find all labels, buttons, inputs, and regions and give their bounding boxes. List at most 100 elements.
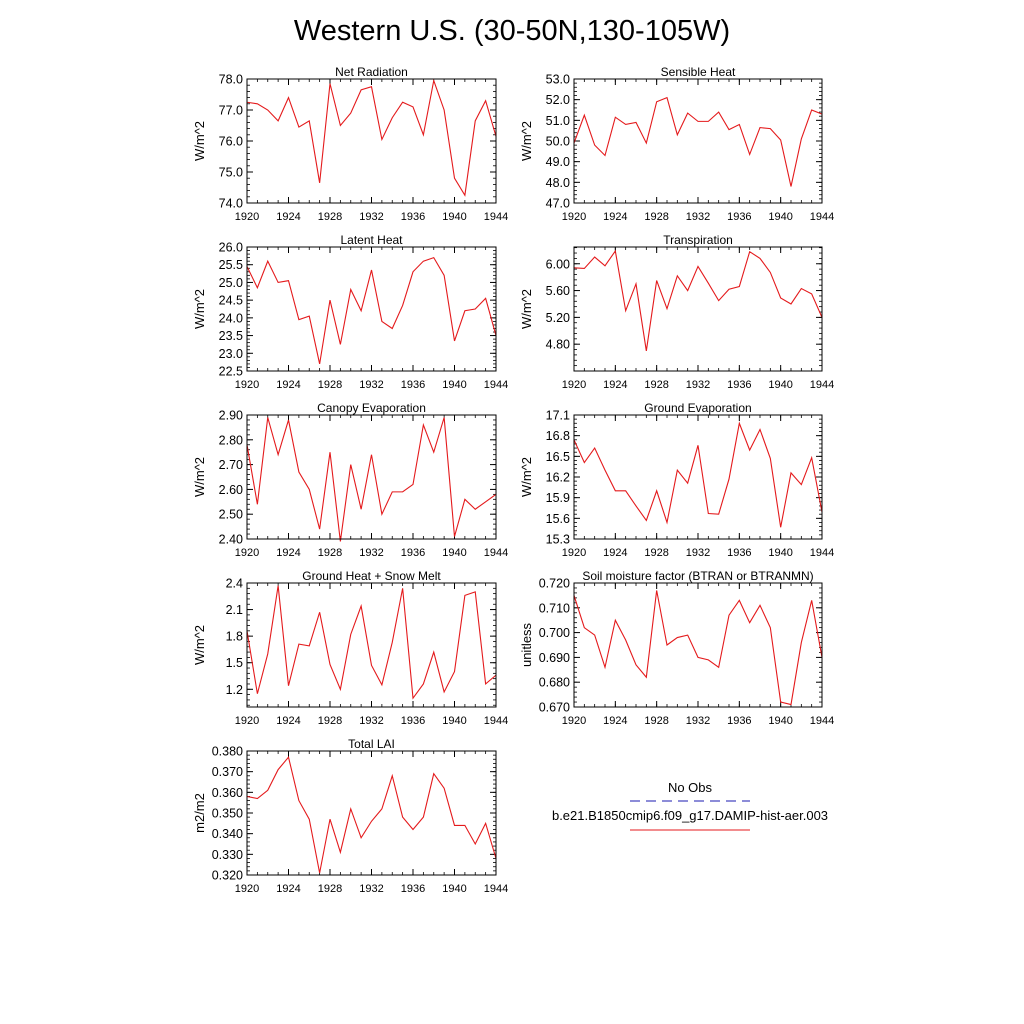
x-tick-label: 1940 (442, 547, 466, 559)
x-tick-label: 1940 (768, 379, 792, 391)
x-tick-label: 1944 (484, 211, 508, 223)
panel-title: Net Radiation (335, 65, 408, 79)
y-tick-label: 16.8 (546, 429, 570, 443)
panel-9: 1920 1924 1928 1932 1936 1940 1944 0.320 0.330 0.… (192, 737, 508, 895)
panels: 1920 1924 1928 1932 1936 1940 1944 74.0 75.0 76.0… (192, 65, 834, 895)
x-tick-label: 1944 (810, 547, 834, 559)
x-tick-label: 1928 (644, 547, 668, 559)
legend-label-obs: No Obs (668, 780, 713, 795)
x-tick-label: 1936 (727, 547, 751, 559)
y-tick-label: 76.0 (219, 135, 243, 149)
panel-3: 1920 1924 1928 1932 1936 1940 1944 22.5 23.0 23.5… (192, 233, 508, 391)
plot-frame (573, 78, 823, 204)
y-tick-label: 17.1 (546, 409, 570, 423)
series-line (246, 417, 497, 542)
series-line (246, 256, 497, 365)
series-line (246, 78, 497, 197)
y-tick-label: 23.0 (219, 347, 243, 361)
x-tick-label: 1924 (276, 547, 300, 559)
series-line (573, 421, 823, 528)
y-tick-label: 2.50 (219, 508, 243, 522)
plot-frame (246, 750, 497, 876)
panel-7: 1920 1924 1928 1932 1936 1940 1944 1.2 1.5 1.8 2.1… (192, 569, 508, 727)
x-tick-label: 1932 (359, 547, 383, 559)
y-tick-label: 48.0 (546, 176, 570, 190)
y-tick-label: 24.5 (219, 294, 243, 308)
x-tick-label: 1940 (768, 547, 792, 559)
y-tick-label: 2.80 (219, 433, 243, 447)
panel-title: Canopy Evaporation (317, 401, 426, 415)
x-tick-label: 1932 (686, 547, 710, 559)
y-tick-label: 0.700 (539, 626, 570, 640)
x-tick-label: 1924 (603, 379, 627, 391)
x-tick-label: 1932 (359, 379, 383, 391)
y-tick-label: 23.5 (219, 329, 243, 343)
y-tick-label: 25.5 (219, 258, 243, 272)
x-tick-label: 1940 (442, 715, 466, 727)
legend-label-model: b.e21.B1850cmip6.f09_g17.DAMIP-hist-aer.… (552, 808, 828, 823)
y-tick-label: 47.0 (546, 197, 570, 211)
y-tick-label: 2.60 (219, 483, 243, 497)
x-tick-label: 1944 (484, 883, 508, 895)
panel-title: Ground Heat + Snow Melt (302, 569, 441, 583)
y-tick-label: 0.690 (539, 651, 570, 665)
y-axis-label: unitless (519, 622, 534, 667)
y-tick-label: 24.0 (219, 311, 243, 325)
y-tick-label: 1.8 (226, 630, 243, 644)
y-tick-label: 15.6 (546, 512, 570, 526)
x-tick-label: 1924 (276, 715, 300, 727)
x-tick-label: 1932 (686, 379, 710, 391)
x-tick-label: 1928 (318, 883, 342, 895)
y-tick-label: 0.350 (212, 807, 243, 821)
x-tick-label: 1920 (562, 547, 586, 559)
x-tick-label: 1924 (276, 379, 300, 391)
y-tick-label: 53.0 (546, 73, 570, 87)
x-tick-label: 1920 (235, 883, 259, 895)
series-line (573, 96, 823, 187)
x-tick-label: 1932 (686, 715, 710, 727)
x-tick-label: 1940 (442, 883, 466, 895)
series-line (573, 249, 823, 351)
y-tick-label: 51.0 (546, 114, 570, 128)
y-tick-label: 5.20 (546, 311, 570, 325)
y-axis-label: W/m^2 (192, 457, 207, 497)
x-tick-label: 1944 (484, 547, 508, 559)
y-axis-label: W/m^2 (519, 457, 534, 497)
x-tick-label: 1944 (484, 715, 508, 727)
plot-frame (246, 246, 497, 372)
y-axis-label: W/m^2 (192, 121, 207, 161)
x-tick-label: 1936 (401, 715, 425, 727)
panel-title: Latent Heat (340, 233, 403, 247)
y-tick-label: 26.0 (219, 241, 243, 255)
x-tick-label: 1920 (562, 379, 586, 391)
plot-frame (573, 246, 823, 372)
y-tick-label: 2.90 (219, 409, 243, 423)
x-tick-label: 1936 (727, 379, 751, 391)
y-tick-label: 77.0 (219, 104, 243, 118)
x-tick-label: 1924 (603, 211, 627, 223)
x-tick-label: 1940 (768, 715, 792, 727)
x-tick-label: 1920 (562, 715, 586, 727)
panel-title: Soil moisture factor (BTRAN or BTRANMN) (582, 569, 813, 583)
y-axis-label: m2/m2 (192, 793, 207, 833)
series-line (573, 590, 823, 706)
y-tick-label: 0.720 (539, 577, 570, 591)
x-tick-label: 1932 (359, 883, 383, 895)
y-tick-label: 0.670 (539, 701, 570, 715)
x-tick-label: 1936 (401, 883, 425, 895)
x-tick-label: 1940 (442, 211, 466, 223)
x-tick-label: 1932 (359, 715, 383, 727)
plot-frame (573, 582, 823, 708)
panel-5: 1920 1924 1928 1932 1936 1940 1944 2.40 2.50 2.60… (192, 401, 508, 559)
y-tick-label: 0.340 (212, 827, 243, 841)
y-tick-label: 4.80 (546, 338, 570, 352)
plot-frame (246, 78, 497, 204)
y-axis-label: W/m^2 (192, 289, 207, 329)
legend: No Obs b.e21.B1850cmip6.f09_g17.DAMIP-hi… (552, 780, 828, 831)
panel-6: 1920 1924 1928 1932 1936 1940 1944 15.3 15.6 15.9… (519, 401, 834, 559)
y-tick-label: 16.5 (546, 450, 570, 464)
y-tick-label: 0.710 (539, 601, 570, 615)
panel-8: 1920 1924 1928 1932 1936 1940 1944 0.670 0.680 0.… (519, 569, 834, 727)
x-tick-label: 1928 (318, 379, 342, 391)
